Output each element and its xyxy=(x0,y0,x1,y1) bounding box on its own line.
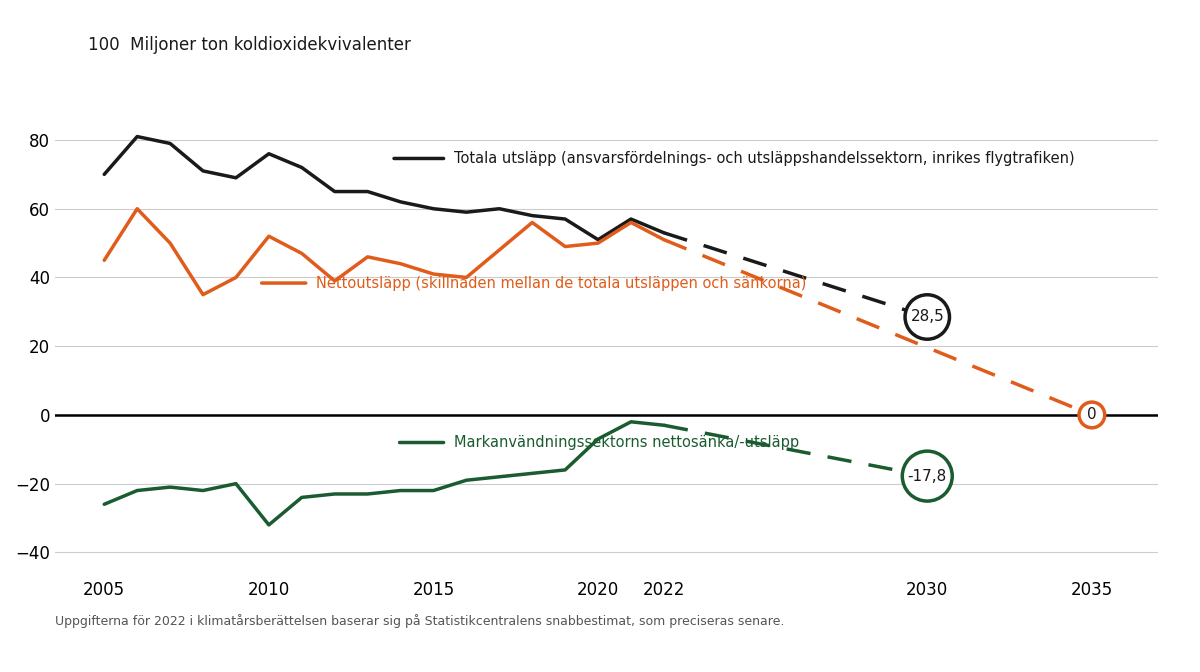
Text: Uppgifterna för 2022 i klimatårsberättelsen baserar sig på Statistikcentralens s: Uppgifterna för 2022 i klimatårsberättel… xyxy=(55,614,785,628)
Text: 0: 0 xyxy=(1087,407,1097,423)
Text: 28,5: 28,5 xyxy=(911,310,944,325)
Text: Totala utsläpp (ansvarsfördelnings- och utsläppshandelssektorn, inrikes flygtraf: Totala utsläpp (ansvarsfördelnings- och … xyxy=(454,151,1075,166)
Text: Nettoutsläpp (skillnaden mellan de totala utsläppen och sänkorna): Nettoutsläpp (skillnaden mellan de total… xyxy=(317,276,806,290)
Text: Markanvändningssektorns nettosänka/-utsläpp: Markanvändningssektorns nettosänka/-utsl… xyxy=(454,435,799,450)
Text: -17,8: -17,8 xyxy=(907,468,947,484)
Text: 100  Miljoner ton koldioxidekvivalenter: 100 Miljoner ton koldioxidekvivalenter xyxy=(88,36,410,54)
